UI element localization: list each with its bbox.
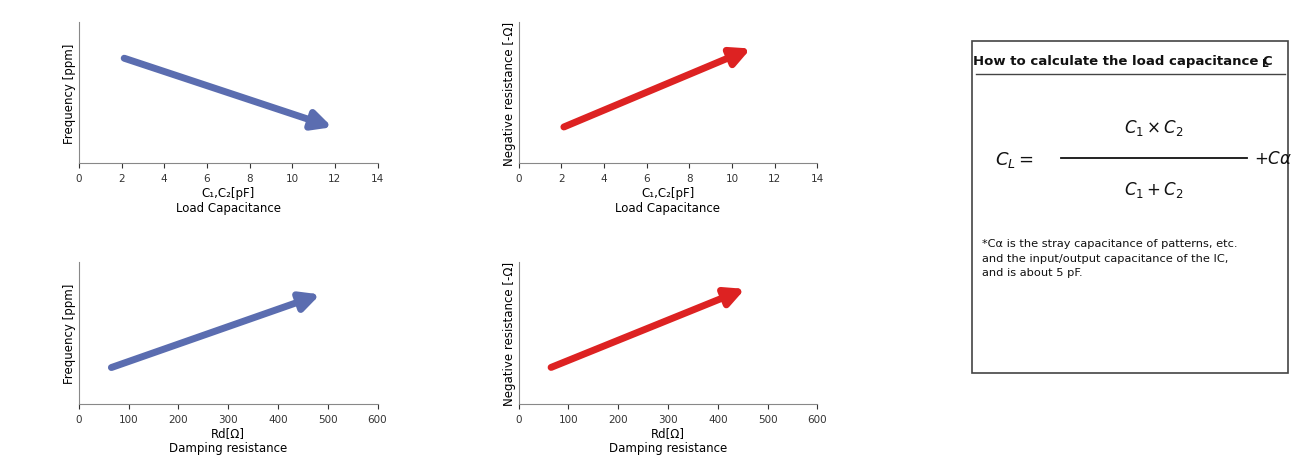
Text: $C_1\times C_2$: $C_1\times C_2$ (1124, 118, 1184, 138)
Y-axis label: Frequency [ppm]: Frequency [ppm] (63, 283, 76, 383)
Text: $C_L=$: $C_L=$ (995, 150, 1034, 170)
Text: $C_1+ C_2$: $C_1+ C_2$ (1124, 180, 1184, 200)
Text: $+C\alpha$: $+C\alpha$ (1253, 149, 1293, 167)
Bar (972, 42, 1289, 374)
Y-axis label: Negative resistance [-Ω]: Negative resistance [-Ω] (502, 22, 515, 165)
Y-axis label: Negative resistance [-Ω]: Negative resistance [-Ω] (502, 262, 515, 405)
X-axis label: Rd[Ω]
Damping resistance: Rd[Ω] Damping resistance (609, 426, 727, 454)
Text: L: L (1262, 59, 1269, 69)
Text: How to calculate the load capacitance C: How to calculate the load capacitance C (973, 56, 1273, 68)
Text: *Cα is the stray capacitance of patterns, etc.
and the input/output capacitance : *Cα is the stray capacitance of patterns… (982, 238, 1237, 278)
X-axis label: C₁,C₂[pF]
Load Capacitance: C₁,C₂[pF] Load Capacitance (176, 186, 280, 214)
X-axis label: Rd[Ω]
Damping resistance: Rd[Ω] Damping resistance (170, 426, 288, 454)
Y-axis label: Frequency [ppm]: Frequency [ppm] (63, 44, 76, 144)
X-axis label: C₁,C₂[pF]
Load Capacitance: C₁,C₂[pF] Load Capacitance (615, 186, 721, 214)
